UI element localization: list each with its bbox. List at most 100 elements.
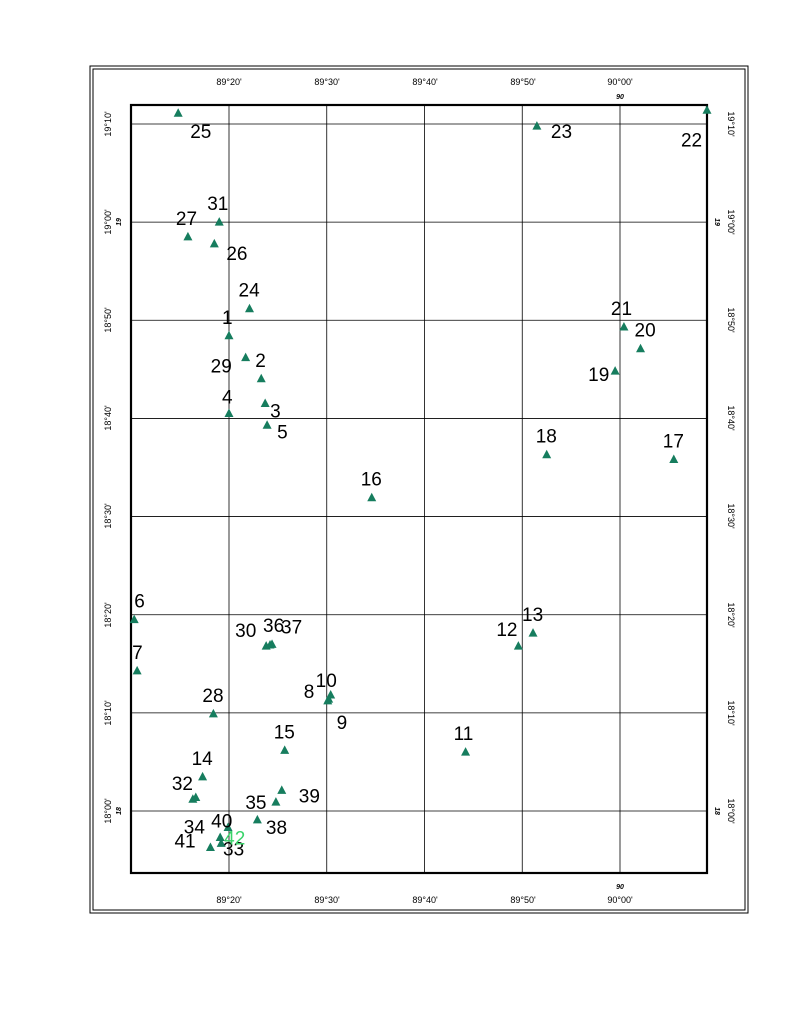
station-label-24: 24 [239, 281, 261, 302]
outer-frame-inner [92, 68, 746, 911]
lat-tick-left: 18°50' [103, 307, 113, 333]
triangle-marker-icon [256, 373, 266, 383]
triangle-marker-icon [198, 771, 208, 781]
triangle-marker-icon [513, 641, 523, 650]
station-label-42: 42 [224, 828, 245, 849]
triangle-marker-icon [532, 121, 542, 130]
triangle-marker-icon [636, 343, 646, 353]
station-label-15: 15 [274, 722, 295, 743]
triangle-marker-icon [241, 352, 251, 362]
triangle-marker-icon [208, 708, 218, 718]
triangle-marker-icon [223, 822, 233, 831]
lat-tick-right: 18°50' [726, 307, 736, 333]
lon-tick-bottom: 89°30' [314, 895, 340, 905]
station-label-10: 10 [316, 671, 337, 692]
degree-mark-right: 19 [713, 218, 720, 226]
station-label-8: 8 [304, 682, 315, 703]
outer-frame [89, 65, 749, 914]
triangle-marker-icon [252, 814, 262, 824]
triangle-marker-icon [542, 449, 552, 459]
lat-tick-left: 18°10' [103, 700, 113, 726]
lat-tick-right: 19°00' [726, 209, 736, 235]
lat-tick-left: 19°10' [103, 111, 113, 137]
lat-tick-right: 19°10' [726, 111, 736, 137]
triangle-marker-icon [191, 792, 201, 801]
lat-tick-right: 18°00' [726, 798, 736, 824]
station-label-7: 7 [132, 643, 143, 664]
triangle-marker-icon [173, 108, 183, 117]
lon-tick-bottom: 89°40' [412, 895, 438, 905]
triangle-marker-icon [215, 832, 225, 841]
degree-mark-top: 90 [616, 94, 624, 101]
lat-tick-right: 18°30' [726, 503, 736, 529]
degree-mark-bottom: 90 [616, 884, 624, 891]
lon-tick-top: 89°40' [412, 77, 438, 87]
triangle-marker-icon [271, 797, 281, 806]
triangle-marker-icon [224, 408, 234, 418]
station-label-37: 37 [281, 617, 302, 638]
lon-tick-top: 89°20' [216, 77, 242, 87]
triangle-marker-icon [277, 785, 287, 794]
triangle-marker-icon [245, 303, 255, 313]
triangle-marker-icon [216, 838, 226, 847]
triangle-marker-icon [528, 628, 538, 637]
map-border [129, 103, 709, 875]
triangle-marker-icon [669, 454, 679, 463]
degree-mark-left: 19 [116, 218, 123, 226]
triangle-marker-icon [610, 366, 620, 375]
station-label-35: 35 [245, 793, 266, 814]
station-label-1: 1 [222, 308, 233, 329]
station-label-12: 12 [496, 620, 517, 641]
station-label-38: 38 [266, 818, 287, 839]
lat-tick-left: 18°40' [103, 405, 113, 431]
station-label-34: 34 [184, 817, 206, 838]
triangle-marker-icon [619, 321, 629, 331]
station-label-4: 4 [222, 388, 233, 409]
triangle-marker-icon [214, 217, 224, 226]
station-label-9: 9 [337, 713, 348, 734]
lat-tick-left: 18°30' [103, 503, 113, 529]
lat-tick-left: 18°00' [103, 798, 113, 824]
station-labels: 1234567891011121314151617181920212223242… [132, 122, 702, 860]
station-label-17: 17 [663, 431, 684, 452]
station-markers [129, 105, 712, 852]
degree-mark-right: 18 [713, 807, 720, 815]
station-label-3: 3 [270, 402, 281, 423]
station-label-40: 40 [211, 811, 232, 832]
station-label-18: 18 [536, 427, 557, 448]
triangle-marker-icon [260, 398, 270, 408]
lon-tick-bottom: 90°00' [607, 895, 633, 905]
station-label-5: 5 [277, 422, 288, 443]
station-label-39: 39 [299, 786, 320, 807]
station-label-36: 36 [263, 616, 284, 637]
triangle-marker-icon [280, 745, 290, 754]
lon-tick-top: 90°00' [607, 77, 633, 87]
station-label-30: 30 [235, 621, 256, 642]
station-label-11: 11 [454, 724, 474, 745]
station-label-25: 25 [190, 122, 211, 143]
station-label-33: 33 [223, 839, 244, 860]
lon-tick-bottom: 89°20' [216, 895, 242, 905]
lat-tick-right: 18°10' [726, 700, 736, 726]
triangle-marker-icon [267, 639, 277, 648]
station-label-16: 16 [361, 470, 382, 491]
station-label-41: 41 [174, 832, 195, 853]
station-label-27: 27 [176, 209, 197, 230]
triangle-marker-icon [209, 238, 219, 248]
station-label-22: 22 [681, 130, 702, 151]
lon-tick-top: 89°30' [314, 77, 340, 87]
station-label-19: 19 [588, 365, 609, 386]
station-label-26: 26 [226, 244, 247, 265]
triangle-marker-icon [262, 420, 272, 429]
triangle-marker-icon [205, 842, 215, 852]
triangle-marker-icon [224, 330, 234, 340]
station-label-28: 28 [202, 686, 223, 707]
station-label-14: 14 [192, 749, 214, 770]
station-label-32: 32 [172, 774, 193, 795]
triangle-marker-icon [326, 689, 336, 699]
triangle-marker-icon [183, 231, 193, 241]
graticule [131, 105, 707, 873]
station-label-31: 31 [207, 194, 228, 215]
triangle-marker-icon [367, 492, 377, 502]
lat-tick-left: 18°20' [103, 602, 113, 628]
